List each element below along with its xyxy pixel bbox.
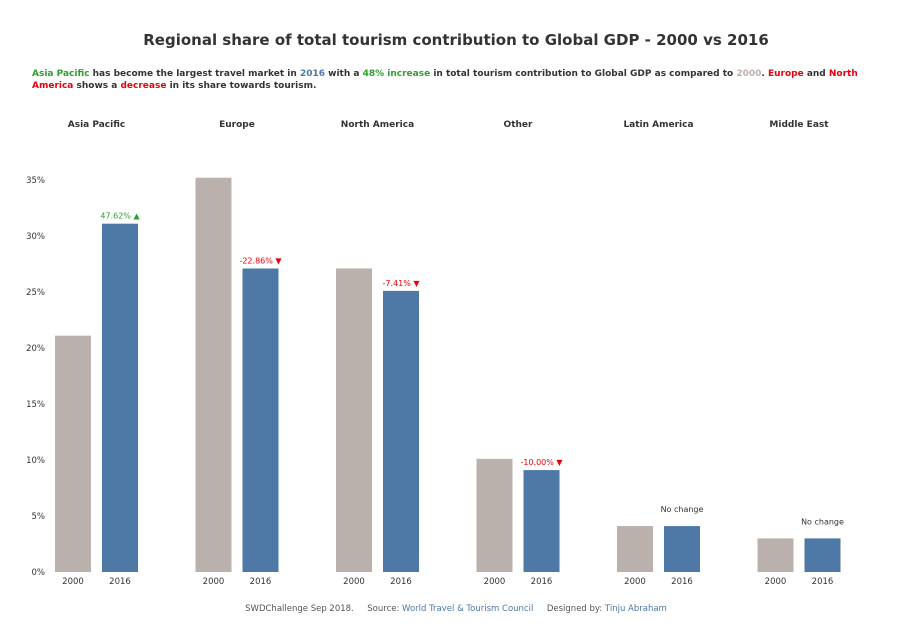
y-tick-label: 30% (26, 232, 45, 242)
subtitle-part: in total tourism contribution to Global … (430, 69, 737, 79)
category-label: Other (504, 120, 533, 130)
footer: SWDChallenge Sep 2018. Source: World Tra… (0, 604, 912, 614)
change-label: No change (801, 517, 844, 526)
bar-2000 (336, 268, 372, 572)
subtitle-part: . (761, 69, 768, 79)
bar-2000 (55, 335, 91, 572)
y-tick-label: 35% (26, 176, 45, 186)
bar-2016 (242, 268, 279, 572)
bar-2016 (383, 290, 419, 572)
chart-subtitle: Asia Pacific has become the largest trav… (32, 68, 882, 92)
x-tick-label: 2000 (343, 577, 365, 587)
chart-title: Regional share of total tourism contribu… (143, 31, 769, 49)
subtitle-part: with a (325, 69, 363, 79)
footer-challenge: SWDChallenge Sep 2018. (245, 604, 354, 614)
x-tick-label: 2016 (812, 577, 834, 587)
bar-2016 (102, 223, 138, 572)
x-tick-label: 2000 (62, 577, 84, 587)
bar-2016 (804, 538, 841, 572)
subtitle-part: has become the largest travel market in (89, 69, 300, 79)
x-tick-label: 2016 (390, 577, 412, 587)
bar-2016 (664, 526, 700, 572)
x-tick-label: 2016 (109, 577, 131, 587)
y-tick-label: 10% (26, 456, 45, 466)
y-tick-label: 15% (26, 400, 45, 410)
subtitle-part: in its share towards tourism. (166, 81, 317, 91)
change-label: No change (661, 505, 704, 514)
x-tick-label: 2016 (671, 577, 693, 587)
subtitle-part: shows a (73, 81, 121, 91)
bar-2000 (476, 458, 513, 572)
change-label: 47.62% ▲ (100, 212, 140, 221)
x-tick-label: 2000 (203, 577, 225, 587)
y-tick-label: 0% (32, 568, 46, 578)
bar-2000 (617, 526, 653, 572)
category-label: Middle East (769, 120, 829, 130)
footer-source-link[interactable]: World Travel & Tourism Council (402, 604, 534, 614)
change-label: -22.86% ▼ (239, 256, 282, 265)
subtitle-part: 48% increase (362, 69, 431, 79)
bar-chart: 0% 5% 10% 15% 20% 25% 30% 35% Asia Pacific 2000 20… (26, 120, 844, 587)
y-tick-label: 20% (26, 344, 45, 354)
footer-designer-link[interactable]: Tinju Abraham (604, 604, 667, 614)
subtitle-part: North America (32, 69, 858, 91)
x-tick-label: 2000 (624, 577, 646, 587)
subtitle-part: Asia Pacific (32, 69, 90, 79)
footer-designer-label: Designed by: (546, 604, 603, 614)
x-tick-label: 2016 (531, 577, 553, 587)
subtitle-part: 2000 (736, 69, 762, 79)
subtitle-part: decrease (120, 81, 167, 91)
x-tick-label: 2000 (484, 577, 506, 587)
category-label: Asia Pacific (68, 120, 125, 130)
change-label: -7.41% ▼ (383, 279, 421, 288)
x-tick-label: 2016 (250, 577, 272, 587)
change-label: -10.00% ▼ (520, 458, 563, 467)
x-tick-label: 2000 (765, 577, 787, 587)
y-tick-label: 5% (32, 512, 46, 522)
subtitle-part: and (803, 69, 829, 79)
category-label: Latin America (623, 120, 693, 130)
footer-source-label: Source: (367, 604, 400, 614)
bar-2000 (195, 177, 232, 572)
y-tick-label: 25% (26, 288, 45, 298)
bar-2000 (757, 538, 794, 572)
category-label: North America (341, 120, 414, 130)
subtitle-part: Europe (767, 69, 804, 79)
subtitle-part: 2016 (299, 69, 325, 79)
category-label: Europe (219, 120, 255, 130)
bar-2016 (523, 470, 560, 572)
